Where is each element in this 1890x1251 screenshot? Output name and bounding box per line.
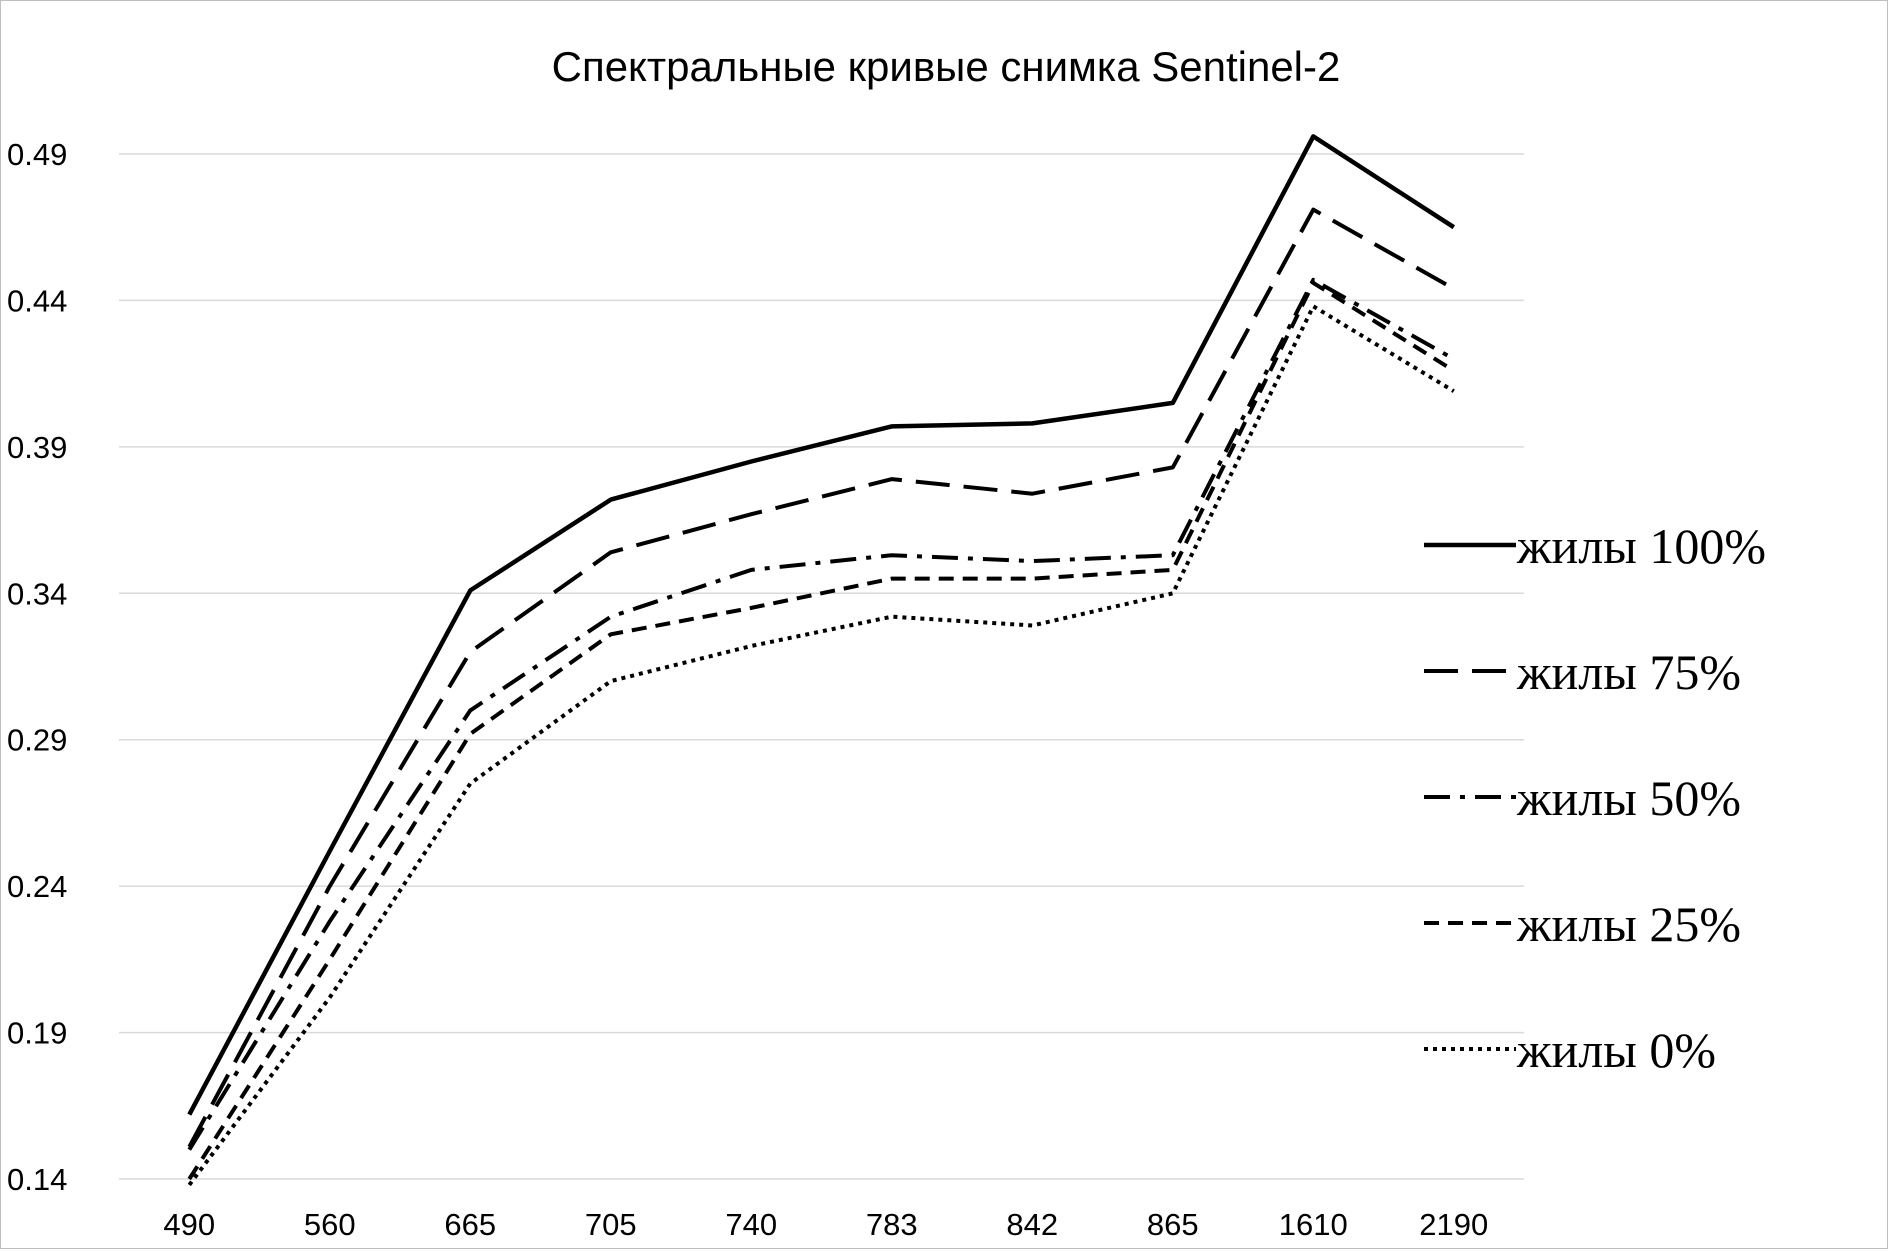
y-tick-label: 0.29: [7, 723, 67, 758]
y-tick-label: 0.44: [7, 283, 67, 318]
x-tick-label: 783: [866, 1207, 918, 1242]
y-axis-ticks: 0.14 0.19 0.24 0.29 0.34 0.39 0.44 0.49: [7, 137, 67, 1197]
legend-label: жилы 25%: [1516, 896, 1741, 952]
y-tick-label: 0.39: [7, 430, 67, 465]
x-tick-label: 2190: [1419, 1207, 1488, 1242]
legend-label: жилы 50%: [1516, 770, 1741, 826]
series-line: [187, 207, 1455, 1148]
x-tick-label: 740: [725, 1207, 777, 1242]
series-line: [187, 280, 1455, 1181]
x-tick-label: 665: [444, 1207, 496, 1242]
x-tick-label: 842: [1006, 1207, 1058, 1242]
legend-label: жилы 100%: [1516, 518, 1766, 574]
series-lines: [187, 134, 1456, 1187]
legend-label: жилы 0%: [1516, 1022, 1716, 1078]
series-line: [187, 304, 1455, 1187]
y-tick-label: 0.14: [7, 1162, 67, 1197]
x-tick-label: 490: [163, 1207, 215, 1242]
y-tick-label: 0.19: [7, 1016, 67, 1051]
legend: жилы 100% жилы 75% жилы 50% жилы 25% жилы 0%: [1424, 518, 1766, 1078]
series-line: [187, 134, 1456, 1116]
chart-title: Спектральные кривые снимка Sentinel-2: [552, 43, 1341, 90]
x-tick-label: 705: [585, 1207, 637, 1242]
x-tick-label: 560: [304, 1207, 356, 1242]
x-tick-label: 1610: [1279, 1207, 1348, 1242]
x-tick-label: 865: [1147, 1207, 1199, 1242]
y-tick-label: 0.49: [7, 137, 67, 172]
y-tick-label: 0.34: [7, 576, 67, 611]
legend-label: жилы 75%: [1516, 644, 1741, 700]
series-line: [187, 277, 1455, 1151]
y-tick-label: 0.24: [7, 869, 67, 904]
x-axis-ticks: 490 560 665 705 740 783 842 865 1610 2190: [163, 1207, 1488, 1242]
